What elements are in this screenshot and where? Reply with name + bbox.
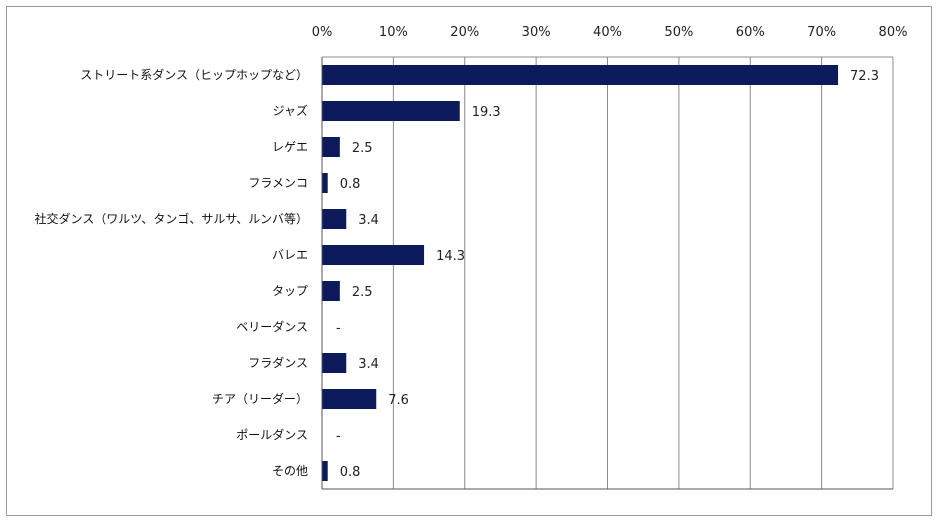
category-label: ストリート系ダンス（ヒップホップなど） bbox=[80, 67, 308, 82]
value-label: 0.8 bbox=[340, 465, 361, 480]
value-label: - bbox=[336, 429, 341, 444]
category-label: ジャズ bbox=[273, 103, 308, 118]
chart-frame bbox=[6, 6, 932, 516]
bar bbox=[322, 281, 340, 301]
value-label: 7.6 bbox=[388, 393, 409, 408]
x-tick-label: 40% bbox=[593, 25, 622, 40]
x-tick-label: 20% bbox=[450, 25, 479, 40]
x-tick-label: 0% bbox=[312, 25, 333, 40]
bar bbox=[322, 245, 425, 265]
value-label: 14.3 bbox=[436, 249, 465, 264]
bar bbox=[322, 389, 377, 409]
value-label: - bbox=[336, 321, 341, 336]
value-label: 3.4 bbox=[358, 357, 379, 372]
value-label: 3.4 bbox=[358, 213, 379, 228]
bar bbox=[322, 65, 839, 85]
value-label: 72.3 bbox=[850, 69, 879, 84]
category-label: ポールダンス bbox=[236, 427, 308, 442]
category-label: レゲエ bbox=[272, 140, 308, 154]
category-label: タップ bbox=[272, 284, 308, 298]
x-tick-label: 30% bbox=[522, 25, 551, 40]
category-label: ベリーダンス bbox=[236, 319, 308, 334]
x-tick-label: 70% bbox=[807, 25, 836, 40]
category-labels: ストリート系ダンス（ヒップホップなど） ジャズレゲエフラメンコ社交ダンス（ワルツ、… bbox=[35, 67, 308, 478]
category-label: フラダンス bbox=[248, 355, 308, 370]
value-labels: 72.3 19.3 2.5 0.8 3.4 14.3 2.5 - 3.4 7.6 - 0.8 bbox=[336, 69, 879, 480]
bar bbox=[322, 353, 347, 373]
category-label: その他 bbox=[272, 464, 308, 478]
x-axis-ticks: 0% 10% 20% 30% 40% 50% 60% 70% 80% bbox=[312, 25, 908, 40]
gridlines bbox=[392, 57, 894, 489]
bar bbox=[322, 137, 340, 157]
value-label: 2.5 bbox=[352, 141, 373, 156]
category-label: チア（リーダー） bbox=[212, 391, 308, 406]
x-tick-label: 80% bbox=[879, 25, 908, 40]
category-label: バレエ bbox=[272, 248, 308, 262]
bars bbox=[322, 65, 839, 481]
bar bbox=[322, 173, 328, 193]
bar bbox=[322, 101, 460, 121]
x-tick-label: 60% bbox=[736, 25, 765, 40]
bar bbox=[322, 209, 347, 229]
x-tick-label: 50% bbox=[664, 25, 693, 40]
value-label: 19.3 bbox=[472, 105, 501, 120]
category-label: フラメンコ bbox=[248, 176, 308, 190]
bar bbox=[322, 461, 328, 481]
axes bbox=[321, 56, 893, 490]
x-tick-label: 10% bbox=[379, 25, 408, 40]
category-label: 社交ダンス（ワルツ、タンゴ、サルサ、ルンバ等） bbox=[35, 211, 308, 226]
value-label: 2.5 bbox=[352, 285, 373, 300]
value-label: 0.8 bbox=[340, 177, 361, 192]
